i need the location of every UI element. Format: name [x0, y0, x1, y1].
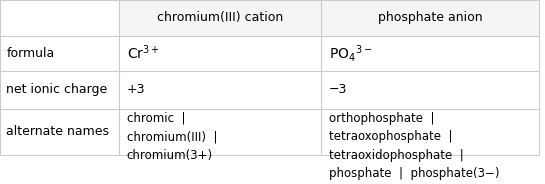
- Text: formula: formula: [7, 47, 55, 60]
- Text: alternate names: alternate names: [7, 125, 110, 138]
- Bar: [119, 0, 321, 36]
- Text: net ionic charge: net ionic charge: [7, 83, 108, 96]
- Text: phosphate anion: phosphate anion: [378, 11, 482, 24]
- Text: Cr$^{3+}$: Cr$^{3+}$: [127, 44, 159, 62]
- Text: −3: −3: [329, 83, 347, 96]
- Text: orthophosphate  |
tetraoxophosphate  |
tetraoxidophosphate  |
phosphate  |  phos: orthophosphate | tetraoxophosphate | tet…: [329, 112, 499, 180]
- Text: PO$_4$$^{3-}$: PO$_4$$^{3-}$: [329, 43, 372, 64]
- Bar: [321, 0, 539, 36]
- Text: +3: +3: [127, 83, 145, 96]
- Text: chromium(III) cation: chromium(III) cation: [156, 11, 283, 24]
- Text: chromic  |
chromium(III)  |
chromium(3+): chromic | chromium(III) | chromium(3+): [127, 112, 217, 162]
